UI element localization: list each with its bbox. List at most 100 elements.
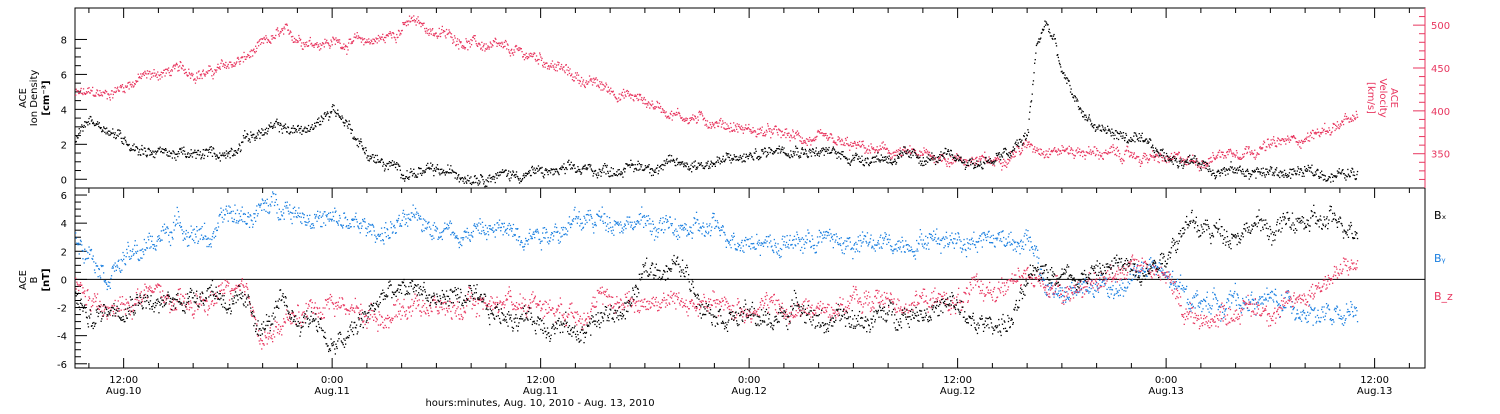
by-point (304, 221, 305, 222)
velocity-point (442, 26, 443, 27)
velocity-point (741, 126, 742, 127)
velocity-point (464, 48, 465, 49)
density-point (1168, 157, 1169, 158)
density-point (411, 171, 412, 172)
velocity-point (1008, 162, 1009, 163)
by-point (285, 207, 286, 208)
density-point (191, 153, 192, 154)
by-point (78, 243, 79, 244)
density-point (531, 175, 532, 176)
velocity-point (847, 144, 848, 145)
velocity-point (813, 138, 814, 139)
density-point (606, 167, 607, 168)
velocity-point (346, 54, 347, 55)
density-point (414, 177, 415, 178)
density-point (242, 141, 243, 142)
density-point (625, 168, 626, 169)
density-point (81, 124, 82, 125)
velocity-point (810, 144, 811, 145)
density-point (152, 154, 153, 155)
density-point (631, 163, 632, 164)
velocity-point (169, 75, 170, 76)
density-point (1209, 166, 1210, 167)
density-point (255, 137, 256, 138)
velocity-point (231, 64, 232, 65)
velocity-point (188, 75, 189, 76)
density-point (607, 165, 608, 166)
velocity-point (292, 40, 293, 41)
density-point (704, 168, 705, 169)
velocity-point (661, 112, 662, 113)
velocity-point (953, 162, 954, 163)
density-point (598, 175, 599, 176)
by-point (158, 235, 159, 236)
density-point (1221, 170, 1222, 171)
density-point (932, 159, 933, 160)
by-point (309, 221, 310, 222)
velocity-point (1156, 155, 1157, 156)
density-point (1289, 172, 1290, 173)
velocity-point (1015, 156, 1016, 157)
velocity-point (240, 61, 241, 62)
by-point (398, 218, 399, 219)
velocity-point (1139, 162, 1140, 163)
velocity-point (500, 43, 501, 44)
by-point (349, 228, 350, 229)
by-point (260, 205, 261, 206)
density-point (243, 137, 244, 138)
velocity-point (220, 69, 221, 70)
velocity-point (761, 130, 762, 131)
density-point (1097, 128, 1098, 129)
density-point (155, 151, 156, 152)
velocity-point (434, 35, 435, 36)
by-point (282, 215, 283, 216)
velocity-point (1147, 162, 1148, 163)
density-point (978, 164, 979, 165)
velocity-point (403, 22, 404, 23)
density-point (144, 148, 145, 149)
velocity-point (1254, 150, 1255, 151)
density-point (482, 179, 483, 180)
density-point (433, 170, 434, 171)
by-point (240, 210, 241, 211)
velocity-point (1154, 160, 1155, 161)
velocity-point (1130, 155, 1131, 156)
density-point (322, 121, 323, 122)
velocity-point (416, 18, 417, 19)
velocity-point (1113, 147, 1114, 148)
velocity-point (630, 94, 631, 95)
density-point (1207, 163, 1208, 164)
velocity-point (618, 97, 619, 98)
velocity-point (780, 130, 781, 131)
velocity-point (1077, 152, 1078, 153)
density-point (527, 173, 528, 174)
by-point (130, 258, 131, 259)
by-point (143, 251, 144, 252)
velocity-point (138, 74, 139, 75)
density-point (509, 180, 510, 181)
density-point (586, 169, 587, 170)
density-point (1278, 172, 1279, 173)
velocity-point (490, 42, 491, 43)
density-point (277, 122, 278, 123)
velocity-point (1232, 153, 1233, 154)
velocity-point (1180, 157, 1181, 158)
density-point (811, 151, 812, 152)
velocity-point (1355, 117, 1356, 118)
density-point (919, 157, 920, 158)
velocity-point (199, 78, 200, 79)
velocity-point (239, 61, 240, 62)
by-point (115, 262, 116, 263)
density-point (564, 169, 565, 170)
density-point (574, 164, 575, 165)
velocity-point (664, 110, 665, 111)
density-point (1184, 164, 1185, 165)
velocity-point (154, 73, 155, 74)
density-point (321, 116, 322, 117)
velocity-point (338, 39, 339, 40)
density-point (428, 167, 429, 168)
velocity-point (294, 38, 295, 39)
velocity-point (571, 75, 572, 76)
velocity-point (1061, 153, 1062, 154)
velocity-point (384, 37, 385, 38)
